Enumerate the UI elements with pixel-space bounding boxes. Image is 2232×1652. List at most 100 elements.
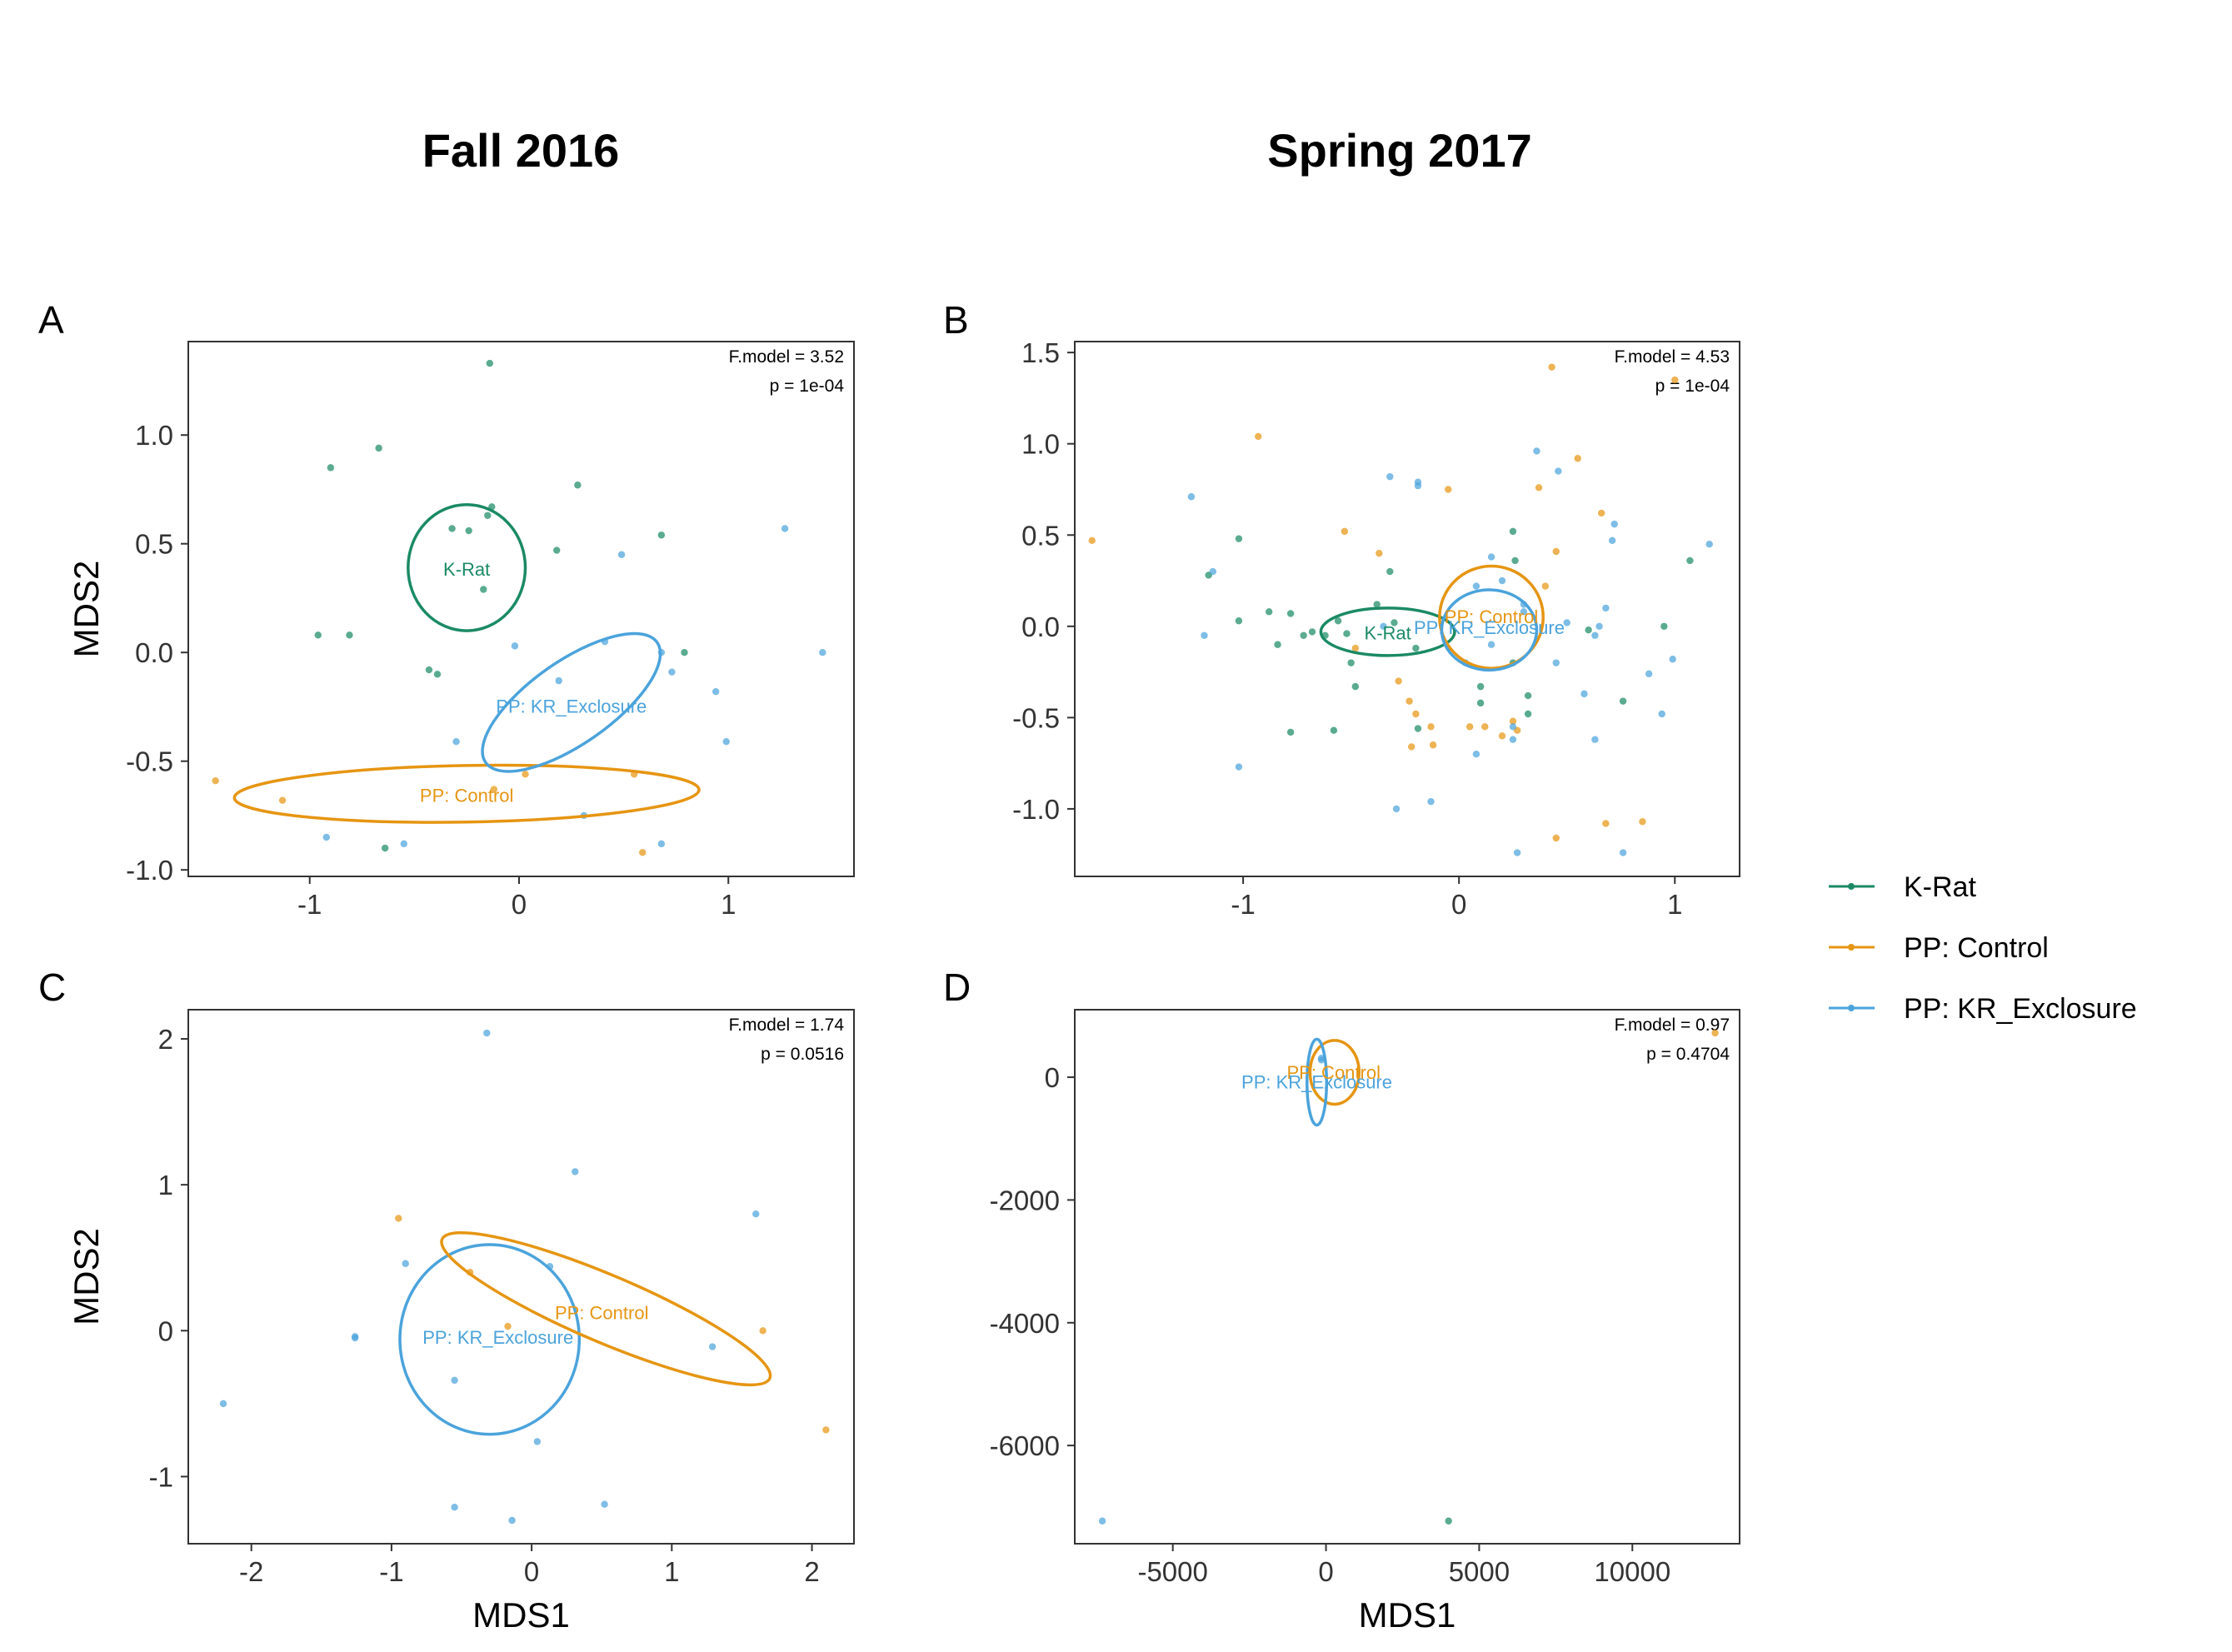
point-pp-control [395, 1215, 402, 1222]
point-pp-control [1481, 723, 1489, 731]
x-axis-title: MDS1 [472, 1595, 570, 1635]
point-k-rat [448, 525, 456, 532]
y-tick-label: -1.0 [1012, 794, 1060, 825]
y-tick-label: -0.5 [126, 746, 173, 777]
point-pp-kr-exclosure [1552, 659, 1560, 666]
y-tick-label: 2 [158, 1024, 173, 1055]
point-pp-kr-exclosure [1509, 736, 1517, 743]
point-pp-kr-exclosure [708, 1343, 717, 1350]
point-pp-kr-exclosure [1658, 710, 1665, 718]
p-value-text: p = 0.4704 [1646, 1045, 1730, 1064]
plot-marks: PP: KR_Exclosure PP: Control [219, 1029, 830, 1525]
point-pp-kr-exclosure [1595, 622, 1603, 631]
point-pp-control [1412, 710, 1420, 718]
point-pp-control [1429, 741, 1437, 749]
point-pp-control [504, 1322, 512, 1330]
point-k-rat [1476, 699, 1485, 707]
y-tick-label: -0.5 [1012, 702, 1060, 733]
x-tick-label: 1 [1667, 889, 1682, 920]
y-tick-label: -1.0 [126, 855, 173, 886]
x-tick-label: 5000 [1449, 1556, 1510, 1587]
point-k-rat [314, 631, 322, 639]
point-pp-control [1535, 484, 1543, 492]
y-tick-label: 0.0 [1021, 611, 1060, 642]
ellipse-label-pp-kr-exclosure: PP: KR_Exclosure [1241, 1072, 1392, 1093]
point-k-rat [1686, 556, 1694, 565]
point-k-rat [1351, 682, 1360, 691]
point-k-rat [433, 671, 442, 678]
ellipse-pp-control [232, 763, 701, 824]
ellipse-k-rat [407, 502, 527, 632]
ellipse-label-pp-control: PP: Control [1445, 606, 1539, 627]
f-model-text: F.model = 3.52 [729, 347, 844, 367]
point-pp-kr-exclosure [1472, 582, 1481, 590]
point-k-rat [1585, 626, 1592, 634]
point-pp-control [1427, 723, 1435, 731]
point-k-rat [484, 512, 492, 519]
ellipse-pp-kr-exclosure [1440, 588, 1539, 672]
point-pp-kr-exclosure [668, 668, 676, 676]
point-pp-control [1574, 455, 1581, 462]
point-pp-control [1597, 509, 1605, 517]
ellipse-pp-control [440, 1230, 772, 1387]
point-pp-kr-exclosure [219, 1400, 227, 1408]
point-pp-kr-exclosure [1487, 553, 1495, 561]
y-tick-label: 0.5 [1021, 520, 1060, 551]
panel-c: C -2 -1 0 1 2 -1 0 1 2 MDS2 MDS1 F.model = 1.74 p = 0… [38, 966, 855, 1635]
point-k-rat [1347, 659, 1355, 666]
y-tick-label: -2000 [990, 1185, 1060, 1215]
panel-b: B -1 0 1 -1.0 -0.5 0.0 0.5 1.0 1.5 F.model = 4.53 p… [943, 298, 1740, 920]
point-pp-kr-exclosure [1591, 631, 1599, 639]
x-tick-label: -5000 [1137, 1556, 1207, 1587]
point-pp-kr-exclosure [1705, 541, 1713, 548]
point-pp-kr-exclosure [1414, 482, 1422, 490]
point-k-rat [1386, 567, 1394, 576]
point-k-rat [1373, 601, 1381, 608]
point-pp-kr-exclosure [819, 648, 826, 656]
point-pp-kr-exclosure [1487, 641, 1495, 648]
y-tick-label: -4000 [990, 1308, 1060, 1339]
panel-label: D [943, 966, 971, 1009]
y-tick-label: 0 [1045, 1062, 1060, 1093]
y-tick-label: -1 [149, 1461, 173, 1492]
x-tick-label: 1 [664, 1556, 679, 1587]
point-k-rat [1524, 710, 1532, 718]
column-title-spring-2017: Spring 2017 [1267, 124, 1531, 177]
point-pp-control [1255, 432, 1262, 441]
f-model-text: F.model = 4.53 [1615, 347, 1730, 367]
panel-d: D -5000 0 5000 10000 -6000 -4000 -2000 0 MDS1 F.mo… [943, 966, 1740, 1635]
ellipse-label-pp-kr-exclosure: PP: KR_Exclosure [422, 1327, 573, 1348]
panel-label: A [38, 298, 64, 342]
point-k-rat [1414, 725, 1422, 732]
point-pp-control [1445, 486, 1452, 493]
y-tick-label: 0.5 [135, 529, 173, 560]
point-pp-control [759, 1327, 766, 1335]
point-k-rat [1343, 630, 1351, 637]
ellipse-label-pp-control: PP: Control [1286, 1062, 1381, 1083]
legend: K-Rat PP: Control PP: KR_Exclosure [1829, 871, 2137, 1025]
x-tick-label: 2 [804, 1556, 819, 1587]
legend-item-k-rat: K-Rat [1829, 871, 1976, 903]
point-k-rat [1511, 556, 1519, 565]
point-pp-kr-exclosure [1472, 750, 1481, 758]
legend-label-pp-kr-exclosure: PP: KR_Exclosure [1904, 993, 2137, 1025]
point-pp-control [212, 776, 219, 785]
legend-label-k-rat: K-Rat [1904, 871, 1976, 903]
point-pp-control [1548, 363, 1555, 371]
point-k-rat [1619, 697, 1627, 705]
x-tick-label: 0 [1451, 889, 1466, 920]
ellipse-label-k-rat: K-Rat [443, 559, 490, 580]
ellipse-pp-kr-exclosure [1305, 1037, 1329, 1127]
point-k-rat [1235, 535, 1243, 542]
x-tick-label: -2 [239, 1556, 263, 1587]
point-pp-kr-exclosure [1645, 670, 1653, 677]
ellipse-k-rat [1319, 606, 1456, 657]
point-pp-kr-exclosure [451, 1376, 458, 1385]
point-pp-control [1395, 677, 1402, 685]
ellipse-label-pp-kr-exclosure: PP: KR_Exclosure [496, 696, 647, 716]
point-pp-kr-exclosure [1533, 447, 1540, 455]
point-pp-control [1341, 527, 1349, 536]
point-pp-kr-exclosure [1520, 608, 1528, 616]
point-pp-kr-exclosure [1392, 805, 1401, 813]
